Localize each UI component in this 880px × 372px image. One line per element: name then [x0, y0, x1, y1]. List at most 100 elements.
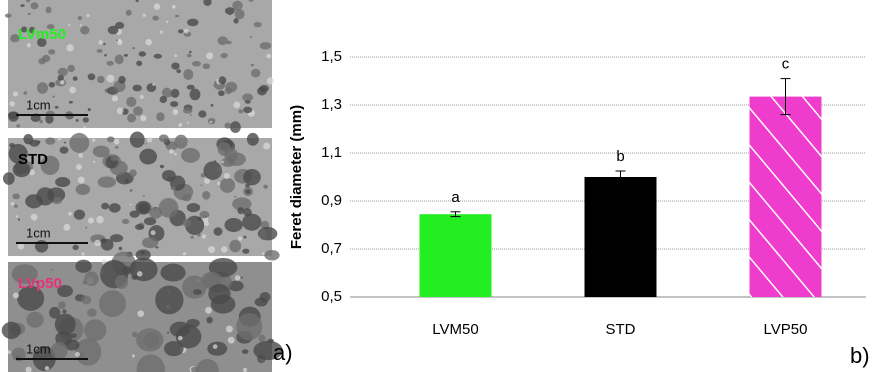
- pore: [232, 0, 243, 11]
- pore: [202, 63, 210, 70]
- pore: [132, 47, 135, 49]
- pore: [242, 213, 262, 231]
- pore: [219, 177, 236, 193]
- pore: [10, 34, 20, 43]
- highlight: [131, 354, 135, 358]
- pore: [70, 333, 77, 338]
- pore: [108, 203, 121, 213]
- annotation: c: [782, 56, 790, 73]
- highlight: [17, 243, 25, 250]
- pore: [30, 2, 39, 10]
- pore: [132, 84, 142, 92]
- pore: [138, 51, 147, 57]
- pore: [139, 148, 158, 165]
- pore: [248, 0, 254, 2]
- pore: [12, 193, 21, 200]
- pore: [158, 134, 169, 143]
- pore: [34, 240, 49, 253]
- highlight: [26, 43, 31, 48]
- highlight: [186, 121, 189, 124]
- pore: [92, 145, 110, 158]
- pore: [40, 155, 60, 175]
- pore: [72, 76, 78, 81]
- pore: [148, 225, 165, 242]
- pore: [218, 76, 227, 85]
- pore: [161, 169, 176, 182]
- pore: [240, 276, 243, 279]
- highlight: [68, 23, 71, 27]
- pore: [171, 62, 180, 70]
- pore: [23, 91, 28, 95]
- pore: [11, 347, 26, 362]
- annotation: a: [451, 189, 460, 206]
- pore: [4, 13, 12, 18]
- pore: [190, 235, 194, 239]
- pore: [16, 124, 21, 128]
- error-bar: [780, 78, 791, 116]
- pore: [210, 103, 214, 107]
- highlight: [75, 164, 82, 170]
- pore: [49, 306, 61, 319]
- pore: [64, 339, 80, 351]
- pore: [63, 141, 67, 144]
- pore: [17, 218, 21, 221]
- pore: [228, 13, 232, 16]
- pore: [59, 146, 69, 154]
- pore: [236, 312, 263, 341]
- highlight: [217, 181, 221, 186]
- pore: [62, 309, 67, 314]
- pore: [133, 106, 143, 116]
- pore: [104, 54, 107, 57]
- highlight: [12, 292, 19, 299]
- pore: [203, 161, 223, 180]
- pore: [170, 101, 179, 107]
- pore: [250, 36, 253, 38]
- pore: [164, 341, 184, 357]
- highlight: [150, 230, 156, 236]
- highlight: [113, 138, 120, 145]
- pore: [186, 202, 201, 213]
- highlight: [243, 367, 248, 372]
- highlight: [78, 153, 83, 158]
- pore: [122, 266, 132, 275]
- pore: [2, 172, 15, 185]
- highlight: [142, 13, 146, 17]
- highlight: [98, 40, 103, 45]
- highlight: [96, 215, 104, 224]
- highlight: [137, 310, 145, 317]
- pore: [160, 263, 186, 282]
- pore: [258, 334, 266, 342]
- highlight: [117, 38, 122, 43]
- highlight: [147, 137, 153, 143]
- pore: [131, 331, 138, 338]
- pore: [81, 295, 92, 305]
- pore: [57, 284, 73, 298]
- pore: [54, 313, 76, 336]
- pore: [220, 53, 228, 59]
- pore: [169, 321, 190, 338]
- pore: [250, 68, 261, 78]
- pore: [167, 331, 170, 334]
- highlight: [182, 252, 186, 256]
- pore: [84, 271, 99, 287]
- pore: [101, 238, 114, 251]
- pore: [244, 100, 251, 104]
- pore: [27, 12, 31, 15]
- highlight: [204, 177, 211, 184]
- pore: [189, 50, 192, 54]
- pore: [155, 285, 184, 315]
- pore: [51, 268, 54, 271]
- pore: [129, 210, 140, 218]
- pore: [87, 108, 91, 112]
- pore: [206, 316, 213, 324]
- pore: [36, 82, 49, 94]
- pore: [161, 87, 172, 98]
- pore: [213, 227, 223, 236]
- pore: [195, 358, 219, 372]
- pore: [192, 60, 202, 67]
- highlight: [29, 169, 36, 176]
- pore: [224, 122, 232, 129]
- x-tick-label: STD: [606, 321, 636, 338]
- pore: [97, 176, 116, 188]
